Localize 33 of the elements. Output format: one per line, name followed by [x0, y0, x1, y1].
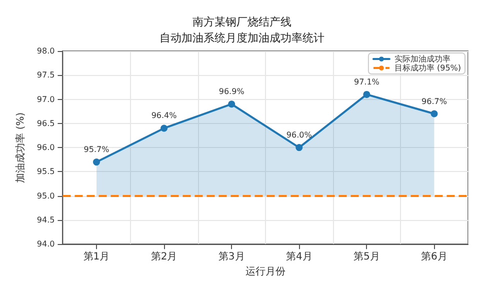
- x-tick-label: 第4月: [286, 250, 312, 263]
- y-tick-label: 97.0: [36, 94, 55, 104]
- x-axis-title: 运行月份: [245, 266, 286, 278]
- point: [430, 110, 438, 118]
- chart-title: 南方某钢厂烧结产线: [192, 16, 292, 28]
- point: [92, 158, 100, 166]
- chart-subtitle: 自动加油系统月度加油成功率统计: [160, 32, 324, 44]
- data-label: 96.4%: [151, 111, 178, 120]
- legend-label: 目标成功率 (95%): [394, 64, 462, 72]
- y-tick-label: 96.5: [36, 118, 55, 128]
- data-label: 96.0%: [286, 130, 312, 140]
- x-tick-label: 第5月: [353, 250, 380, 263]
- data-label: 95.7%: [84, 145, 110, 154]
- point: [160, 124, 168, 132]
- x-tick-label: 第1月: [83, 250, 110, 263]
- y-tick-label: 95.0: [36, 191, 55, 200]
- x-tick-label: 第2月: [150, 250, 178, 263]
- point: [228, 100, 236, 108]
- y-tick-label: 98.0: [36, 46, 55, 56]
- data-label: 96.9%: [218, 87, 245, 96]
- y-tick-label: 95.5: [36, 167, 55, 176]
- x-tick-label: 第6月: [421, 250, 448, 263]
- point: [363, 90, 370, 98]
- data-label: 96.7%: [422, 96, 448, 106]
- y-axis-title: 加油成功率 (%): [14, 112, 26, 183]
- x-tick-label: 第3月: [218, 250, 245, 263]
- legend-label: 实际加油成功率: [394, 54, 450, 64]
- y-tick-label: 94.0: [36, 240, 55, 249]
- y-tick-label: 96.0: [36, 143, 55, 152]
- data-label: 97.1%: [354, 77, 380, 86]
- y-tick-label: 97.5: [36, 70, 55, 80]
- point: [296, 144, 303, 152]
- y-tick-label: 94.5: [36, 215, 55, 224]
